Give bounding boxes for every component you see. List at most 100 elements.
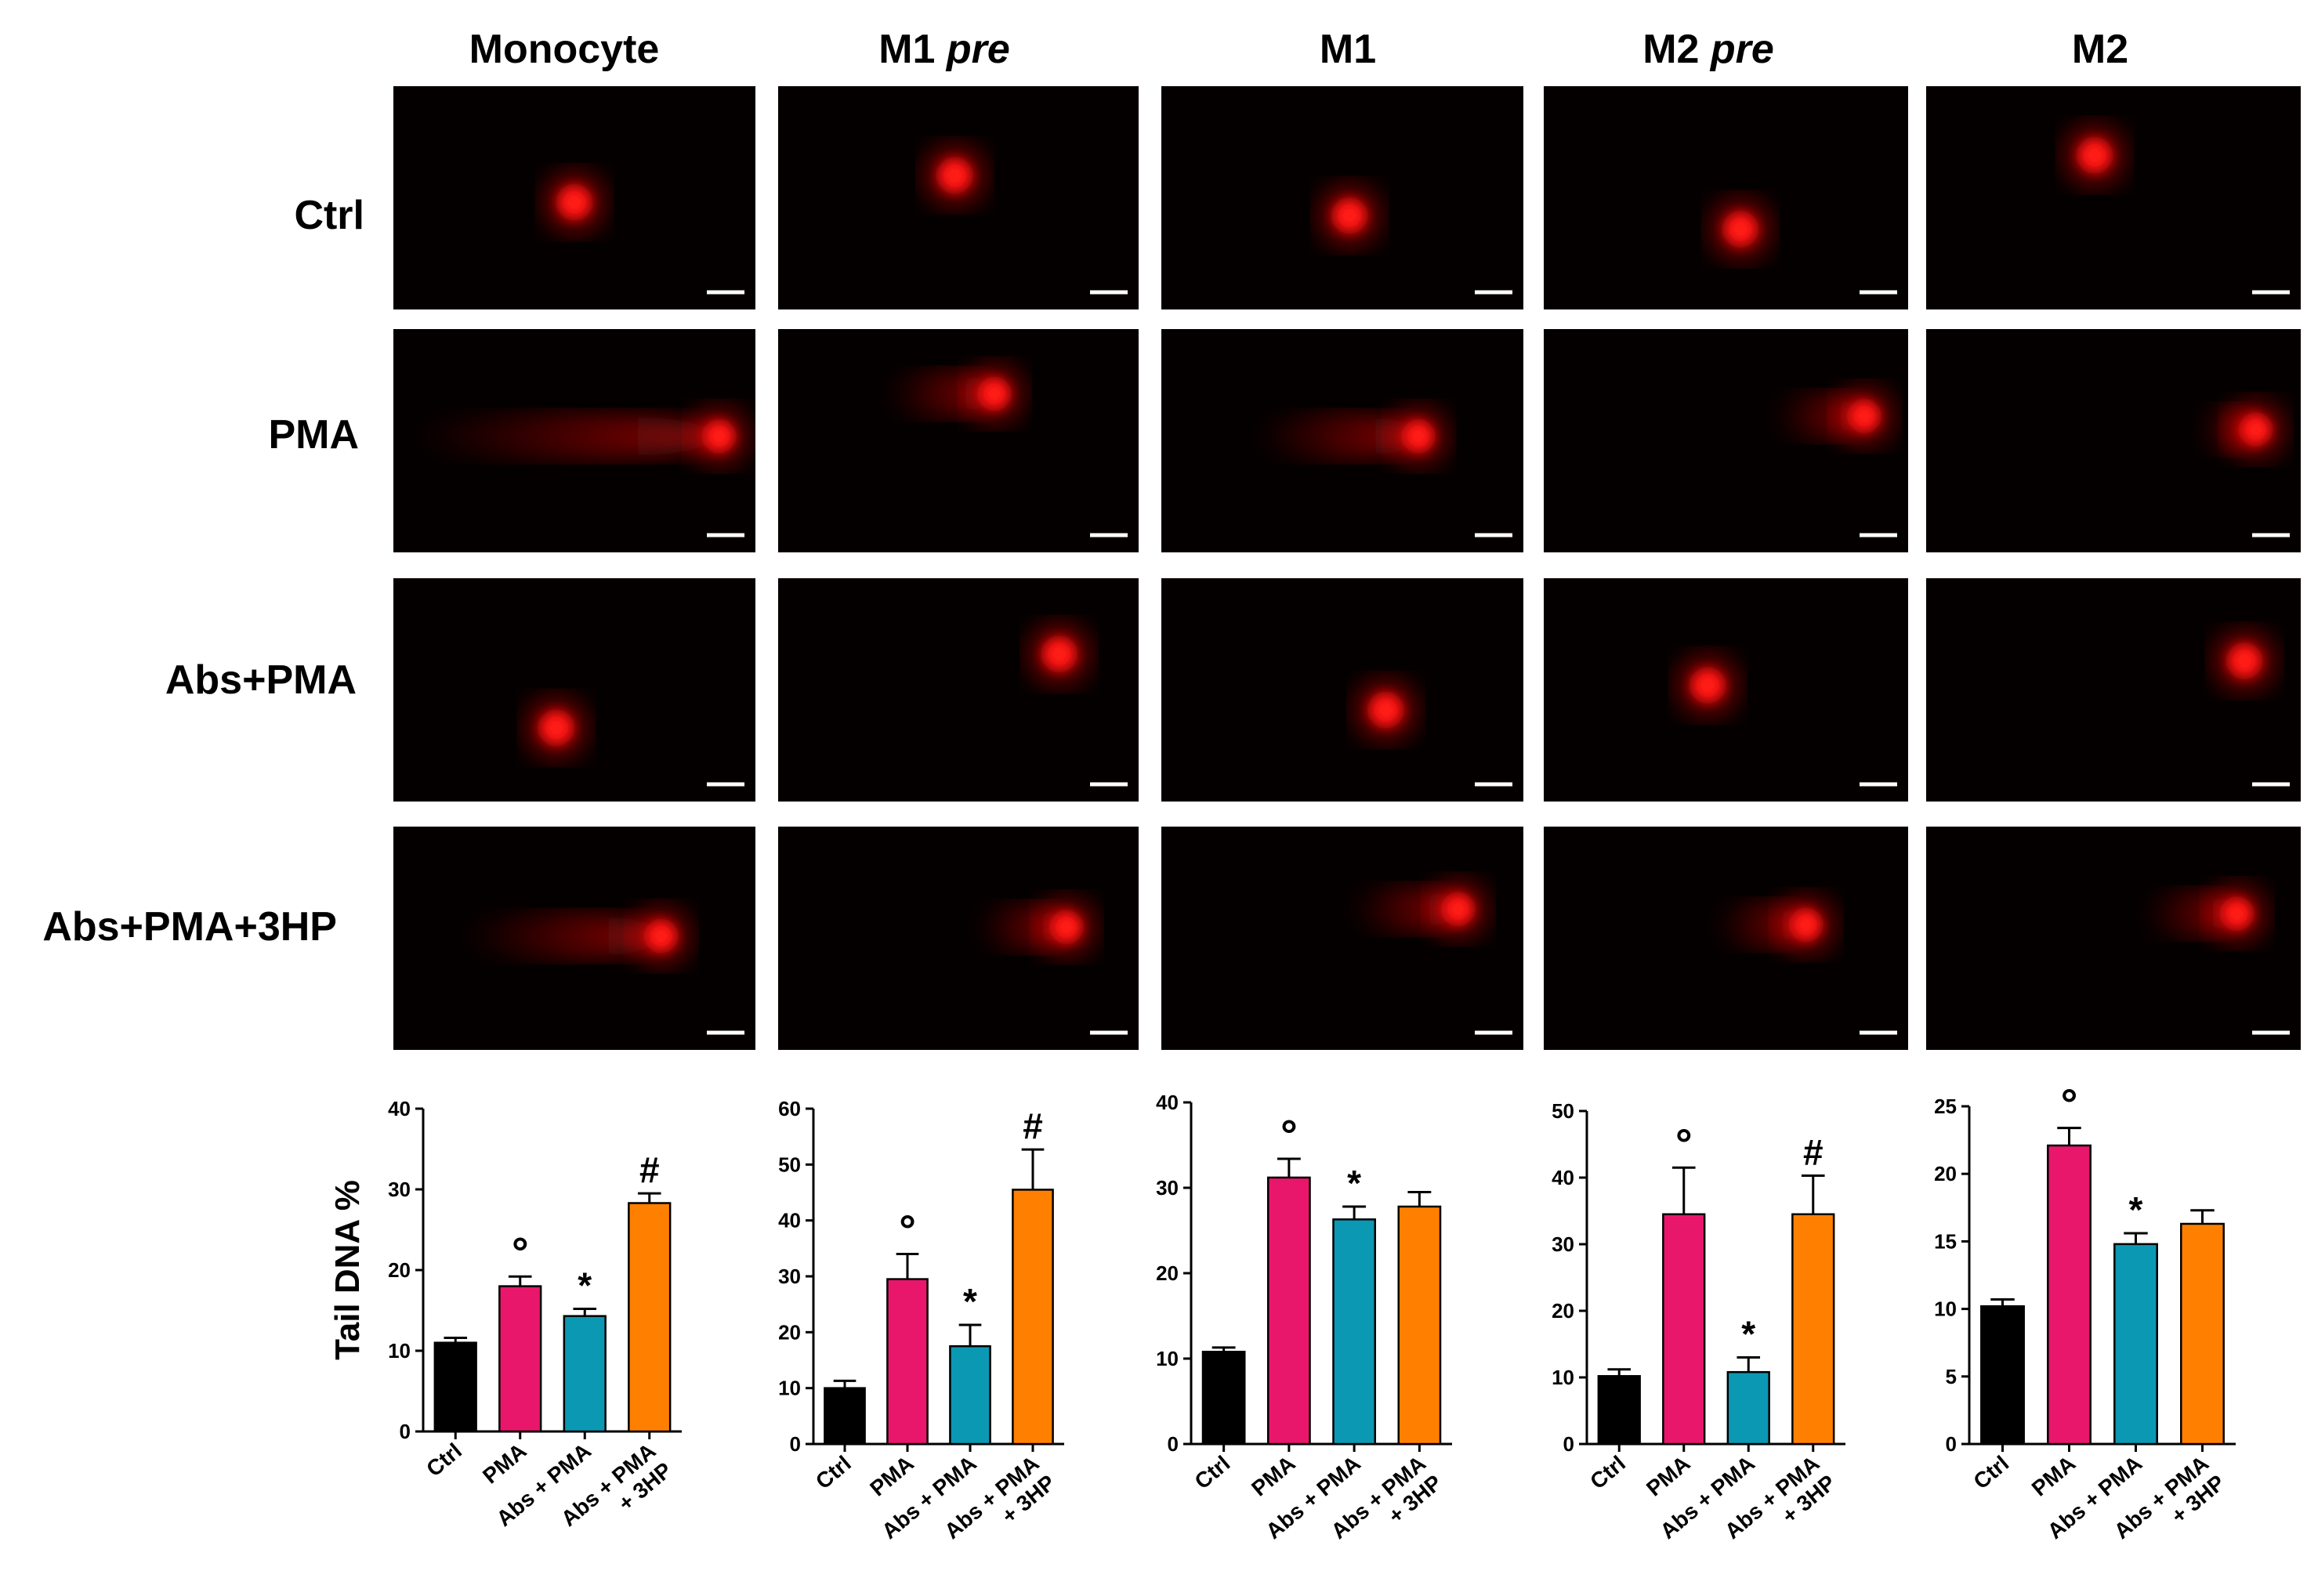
bar-abs-pma-3hp [1397, 1205, 1442, 1446]
comet-head [2073, 133, 2117, 178]
micrograph-abs-pma-3hp-m1 [1161, 827, 1523, 1050]
comet-head [1398, 415, 1440, 457]
bar-pma [886, 1278, 929, 1446]
y-tick-label: 50 [1552, 1099, 1574, 1123]
x-category-label: PMA [1642, 1451, 1695, 1501]
micrograph-abs-pma-m2-pre [1544, 578, 1908, 802]
micrograph-background [393, 578, 755, 802]
micrograph-ctrl-m1-pre [778, 86, 1139, 309]
y-axis-label: Tail DNA % [328, 1180, 367, 1360]
comet-tail [1255, 412, 1419, 460]
x-category-label: Ctrl [811, 1451, 856, 1494]
y-tick-label: 30 [778, 1265, 801, 1288]
significance-marker: * [2129, 1189, 2143, 1230]
row-header-abs-pma-3hp: Abs+PMA+3HP [42, 904, 337, 950]
y-tick-label: 30 [1156, 1176, 1179, 1200]
bar-abs-pma-3hp [2180, 1222, 2225, 1446]
bar-ctrl [1980, 1305, 2025, 1446]
comet-tail [462, 912, 661, 960]
y-tick-label: 50 [778, 1153, 801, 1176]
bar-ctrl [1201, 1351, 1246, 1446]
x-category-label: PMA [478, 1439, 531, 1489]
bar-pma [1266, 1176, 1311, 1446]
column-header-monocyte: Monocyte [469, 27, 660, 72]
y-tick-label: 0 [1563, 1432, 1574, 1456]
significance-marker: # [639, 1149, 660, 1190]
comet-head [1437, 888, 1479, 930]
micrograph-abs-pma-m1-pre [778, 578, 1139, 802]
comet-tail [411, 412, 719, 460]
micrograph-background [1544, 86, 1908, 309]
y-tick-label: 20 [1552, 1299, 1574, 1323]
column-header-m1: M1 [1320, 27, 1376, 72]
x-category-label: Ctrl [1968, 1451, 2013, 1494]
x-category-label: Ctrl [1190, 1451, 1235, 1494]
y-tick-label: 10 [778, 1377, 801, 1400]
micrograph-background [1161, 578, 1523, 802]
micrograph-ctrl-m2 [1926, 86, 2301, 309]
column-header-m2: M2 [2072, 27, 2128, 72]
y-tick-label: 40 [388, 1097, 411, 1120]
bar-ctrl [1597, 1375, 1641, 1446]
row-header-pma: PMA [268, 412, 359, 458]
micrograph-pma-m2 [1926, 329, 2301, 552]
y-tick-label: 10 [1934, 1297, 1957, 1321]
bar-abs-pma [563, 1315, 607, 1433]
y-tick-label: 20 [1156, 1261, 1179, 1285]
micrograph-abs-pma-3hp-m2-pre [1544, 827, 1908, 1050]
comet-head [534, 705, 578, 750]
x-category-label: Ctrl [422, 1439, 466, 1482]
significance-marker: ° [2061, 1081, 2078, 1128]
bar-abs-pma [1332, 1218, 1377, 1446]
significance-marker: * [1347, 1163, 1361, 1203]
significance-marker: ° [512, 1229, 529, 1276]
comet-head [1327, 194, 1372, 238]
row-headers: Ctrl PMA Abs+PMA Abs+PMA+3HP [42, 193, 364, 950]
comet-head [1037, 632, 1081, 676]
y-tick-label: 0 [400, 1420, 411, 1443]
micrograph-pma-m1-pre [778, 329, 1139, 552]
column-headers: Monocyte M1 pre M1 M2 pre M2 [469, 27, 2128, 72]
y-tick-label: 0 [790, 1432, 801, 1456]
y-tick-label: 30 [1552, 1232, 1574, 1256]
bar-ctrl [824, 1387, 866, 1446]
x-category-label: PMA [1247, 1451, 1300, 1501]
comet-head [2222, 639, 2267, 683]
bar-abs-pma [2113, 1243, 2158, 1446]
micrograph-abs-pma-monocyte [393, 578, 755, 802]
comet-head [640, 915, 682, 957]
row-header-ctrl: Ctrl [294, 193, 364, 238]
comet-head [933, 154, 977, 197]
significance-marker: * [578, 1265, 592, 1305]
y-tick-label: 40 [1156, 1091, 1179, 1114]
bar-abs-pma-3hp [1791, 1213, 1835, 1446]
micrograph-abs-pma-3hp-monocyte [393, 827, 755, 1050]
significance-marker: * [1741, 1314, 1755, 1355]
comet-head [552, 180, 596, 225]
row-header-abs-pma: Abs+PMA [165, 657, 357, 703]
comet-head [1046, 907, 1087, 948]
significance-marker: ° [899, 1207, 916, 1254]
x-category-label: PMA [2027, 1451, 2081, 1501]
micrograph-pma-m1 [1161, 329, 1523, 552]
bar-abs-pma [1726, 1370, 1770, 1446]
micrograph-background [778, 329, 1139, 552]
comet-head [698, 415, 740, 457]
bar-pma [498, 1285, 542, 1433]
x-category-label: Ctrl [1585, 1451, 1630, 1494]
bar-ctrl [433, 1341, 477, 1433]
y-tick-label: 20 [778, 1320, 801, 1344]
comet-head [974, 373, 1015, 414]
y-tick-label: 10 [1156, 1347, 1179, 1370]
micrograph-grid [393, 86, 2301, 1050]
significance-marker: ° [1675, 1120, 1693, 1167]
micrograph-background [1926, 86, 2301, 309]
micrograph-abs-pma-3hp-m1-pre [778, 827, 1139, 1050]
comet-head [1844, 396, 1885, 437]
bar-abs-pma-3hp [1012, 1189, 1054, 1446]
y-tick-label: 0 [1946, 1432, 1957, 1456]
